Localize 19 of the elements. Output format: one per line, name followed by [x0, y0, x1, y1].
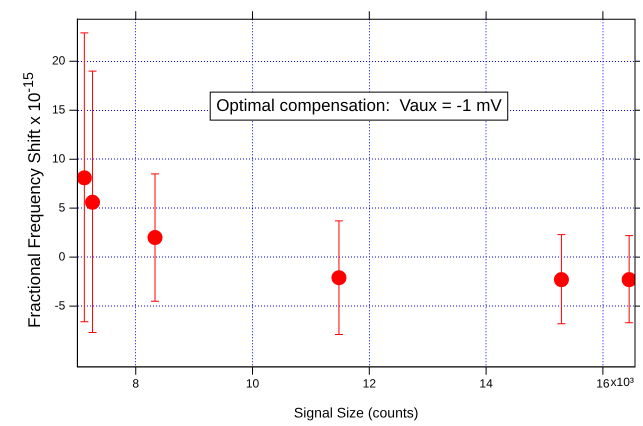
x-tick-label: 16: [596, 376, 610, 390]
y-tick-label: 0: [58, 249, 66, 264]
point: [148, 230, 163, 246]
y-tick-label: 20: [52, 54, 66, 68]
point: [85, 194, 100, 210]
y-tick-label: -5: [54, 298, 66, 312]
y-tick-label: 15: [52, 102, 66, 117]
point: [554, 272, 569, 288]
x-tick-label: 12: [362, 376, 376, 390]
point: [77, 170, 92, 186]
x-tick-label: 8: [132, 376, 140, 390]
x-tick-label: 10: [246, 376, 260, 390]
y-tick-label: 5: [58, 200, 66, 214]
y-tick-label: 10: [52, 152, 66, 166]
x-tick-label: 14: [479, 376, 494, 390]
text: x10³: [610, 375, 634, 390]
x-axis-title: Signal Size (counts): [294, 404, 418, 420]
annotation: Optimal compensation: Vaux = -1 mV: [216, 96, 502, 115]
point: [331, 270, 346, 286]
